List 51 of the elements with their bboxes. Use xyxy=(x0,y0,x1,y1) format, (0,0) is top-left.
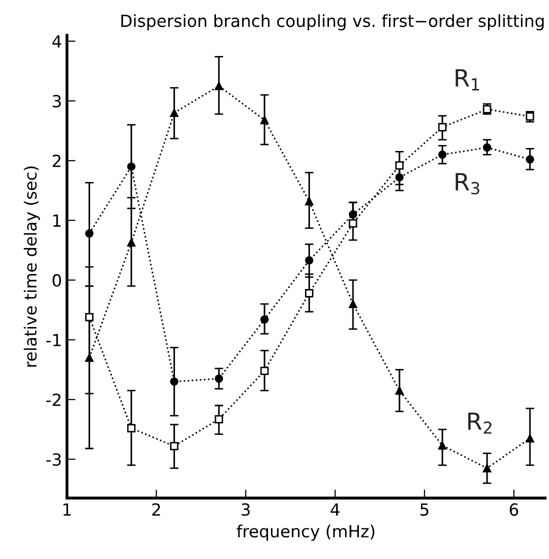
y-tick-label: -2 xyxy=(46,393,60,406)
point xyxy=(438,123,447,132)
point xyxy=(85,354,94,362)
point xyxy=(438,441,447,450)
point xyxy=(214,374,224,383)
point xyxy=(305,289,314,298)
point xyxy=(170,108,178,118)
y-axis-title: relative time delay (sec) xyxy=(24,166,40,367)
point xyxy=(127,238,136,247)
point xyxy=(482,143,492,152)
y-tick-label: 3 xyxy=(52,94,61,108)
x-tick-label: 2 xyxy=(152,503,160,516)
point xyxy=(395,386,404,395)
point xyxy=(127,424,136,432)
x-tick-label: 5 xyxy=(420,503,428,516)
y-tick-label: -3 xyxy=(46,453,61,466)
point xyxy=(260,315,269,324)
point xyxy=(127,162,136,171)
point xyxy=(260,366,269,376)
point xyxy=(305,197,314,206)
y-tick-label: 2 xyxy=(52,154,60,167)
point xyxy=(395,161,404,170)
x-tick-label: 3 xyxy=(242,503,250,516)
point xyxy=(214,82,224,90)
point xyxy=(214,415,224,424)
x-tick-label: 1 xyxy=(64,503,71,516)
series-label: R$_{1}$ xyxy=(456,69,480,90)
point xyxy=(348,300,358,308)
point xyxy=(482,464,492,472)
point xyxy=(260,116,269,124)
point xyxy=(170,442,178,450)
point xyxy=(395,173,404,182)
chart-title: Dispersion branch coupling vs. first−order splitting xyxy=(121,14,544,30)
y-tick-label: -1 xyxy=(46,334,61,346)
point xyxy=(348,219,358,228)
x-tick-label: 6 xyxy=(510,503,518,516)
y-tick-label: 4 xyxy=(52,35,62,48)
point xyxy=(526,434,534,443)
point xyxy=(438,150,447,159)
x-axis-title: frequency (mHz) xyxy=(236,524,374,541)
x-tick-label: 4 xyxy=(330,503,340,516)
point xyxy=(305,256,314,265)
point xyxy=(348,210,358,219)
series-label: R$_{2}$ xyxy=(468,412,492,434)
point xyxy=(526,155,534,164)
point xyxy=(85,312,94,322)
point xyxy=(85,229,94,238)
series-label: R$_{3}$ xyxy=(456,173,480,194)
point xyxy=(170,377,178,386)
y-tick-label: 1 xyxy=(53,214,61,227)
y-tick-label: 0 xyxy=(52,274,62,287)
